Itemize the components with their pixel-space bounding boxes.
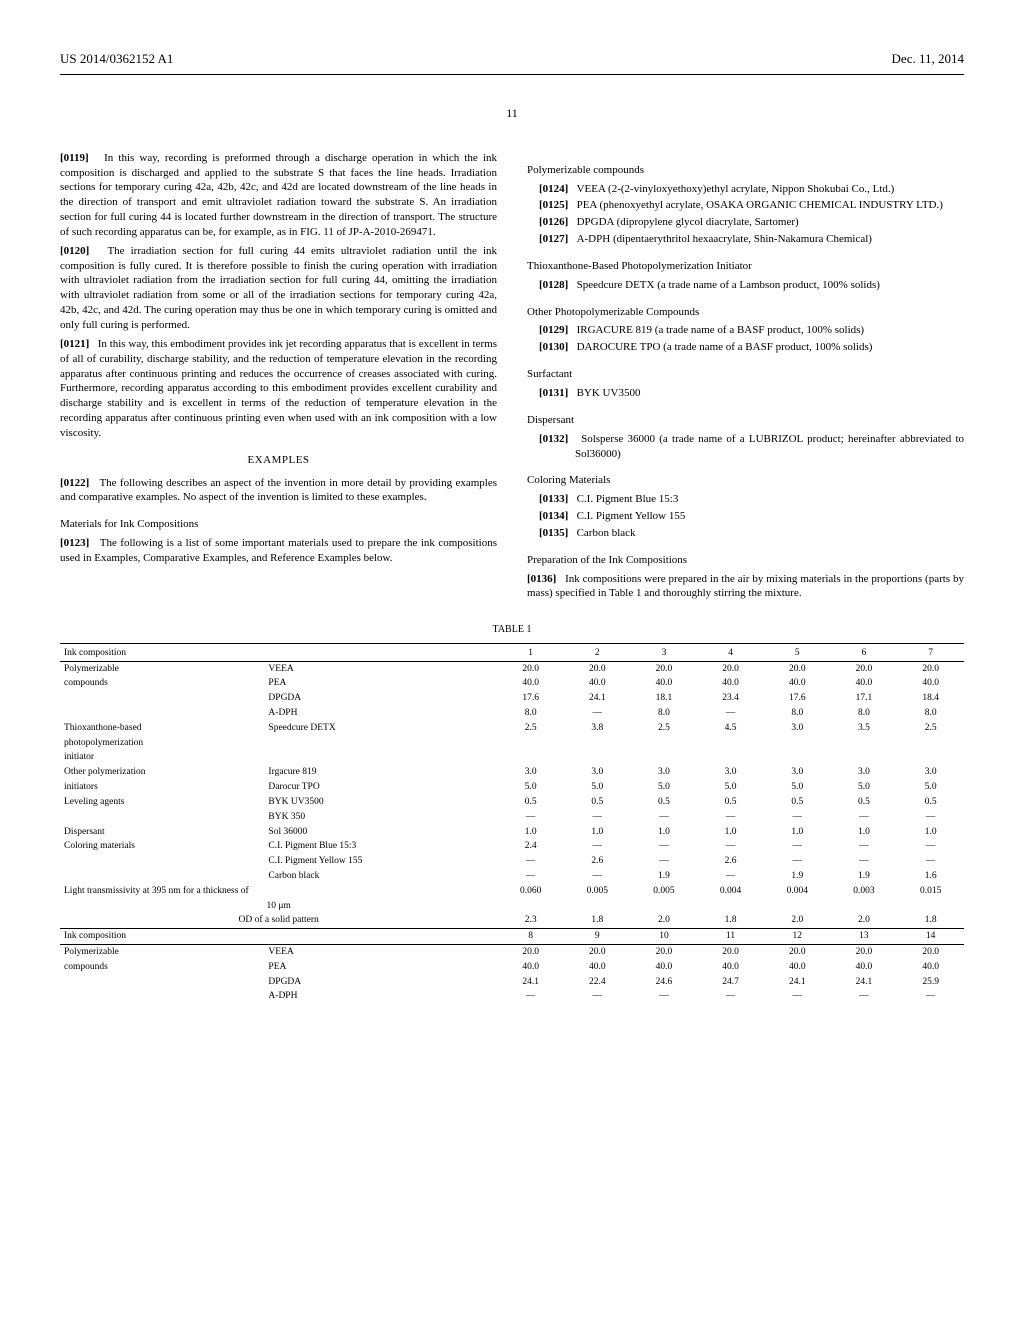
- para-ref: [0121]: [60, 338, 89, 350]
- para-0133: [0133] C.I. Pigment Blue 15:3: [527, 492, 964, 507]
- polymerizable-heading: Polymerizable compounds: [527, 163, 964, 178]
- left-column: [0119] In this way, recording is preform…: [60, 151, 497, 606]
- para-0135: [0135] Carbon black: [527, 526, 964, 541]
- para-ref: [0127]: [539, 233, 568, 245]
- para-text: The irradiation section for full curing …: [60, 245, 497, 331]
- para-0119: [0119] In this way, recording is preform…: [60, 151, 497, 240]
- para-ref: [0132]: [539, 433, 568, 445]
- para-0123: [0123] The following is a list of some i…: [60, 536, 497, 566]
- para-ref: [0135]: [539, 527, 568, 539]
- para-0124: [0124] VEEA (2-(2-vinyloxyethoxy)ethyl a…: [527, 182, 964, 197]
- para-ref: [0134]: [539, 510, 568, 522]
- para-text: Speedcure DETX (a trade name of a Lambso…: [577, 279, 880, 291]
- para-0120: [0120] The irradiation section for full …: [60, 244, 497, 333]
- para-text: Solsperse 36000 (a trade name of a LUBRI…: [575, 433, 964, 460]
- para-ref: [0123]: [60, 537, 89, 549]
- para-0125: [0125] PEA (phenoxyethyl acrylate, OSAKA…: [527, 198, 964, 213]
- data-table: Ink composition1234567PolymerizableVEEA2…: [60, 643, 964, 1005]
- para-text: BYK UV3500: [577, 387, 641, 399]
- para-0130: [0130] DAROCURE TPO (a trade name of a B…: [527, 340, 964, 355]
- surfactant-heading: Surfactant: [527, 367, 964, 382]
- para-text: DAROCURE TPO (a trade name of a BASF pro…: [577, 341, 873, 353]
- para-text: IRGACURE 819 (a trade name of a BASF pro…: [577, 324, 865, 336]
- coloring-heading: Coloring Materials: [527, 473, 964, 488]
- para-0126: [0126] DPGDA (dipropylene glycol diacryl…: [527, 215, 964, 230]
- materials-heading: Materials for Ink Compositions: [60, 517, 497, 532]
- para-0121: [0121] In this way, this embodiment prov…: [60, 337, 497, 441]
- para-ref: [0136]: [527, 573, 556, 585]
- para-text: The following is a list of some importan…: [60, 537, 497, 564]
- page-number: 11: [60, 105, 964, 121]
- para-ref: [0122]: [60, 477, 89, 489]
- doc-date: Dec. 11, 2014: [892, 50, 964, 68]
- preparation-heading: Preparation of the Ink Compositions: [527, 553, 964, 568]
- para-text: In this way, recording is preformed thro…: [60, 152, 497, 238]
- thioxanthone-heading: Thioxanthone-Based Photopolymerization I…: [527, 259, 964, 274]
- para-text: In this way, this embodiment provides in…: [60, 338, 497, 439]
- para-0134: [0134] C.I. Pigment Yellow 155: [527, 509, 964, 524]
- dispersant-heading: Dispersant: [527, 413, 964, 428]
- doc-number: US 2014/0362152 A1: [60, 50, 173, 68]
- para-0131: [0131] BYK UV3500: [527, 386, 964, 401]
- right-column: Polymerizable compounds [0124] VEEA (2-(…: [527, 151, 964, 606]
- para-text: DPGDA (dipropylene glycol diacrylate, Sa…: [577, 216, 799, 228]
- para-0128: [0128] Speedcure DETX (a trade name of a…: [527, 278, 964, 293]
- para-ref: [0128]: [539, 279, 568, 291]
- para-ref: [0129]: [539, 324, 568, 336]
- para-text: Carbon black: [577, 527, 636, 539]
- para-ref: [0133]: [539, 493, 568, 505]
- para-ref: [0126]: [539, 216, 568, 228]
- para-text: C.I. Pigment Yellow 155: [577, 510, 686, 522]
- para-ref: [0120]: [60, 245, 89, 257]
- para-0132: [0132] Solsperse 36000 (a trade name of …: [527, 432, 964, 462]
- para-text: The following describes an aspect of the…: [60, 477, 497, 504]
- para-0136: [0136] Ink compositions were prepared in…: [527, 572, 964, 602]
- para-0127: [0127] A-DPH (dipentaerythritol hexaacry…: [527, 232, 964, 247]
- other-photo-heading: Other Photopolymerizable Compounds: [527, 305, 964, 320]
- header-rule: [60, 74, 964, 75]
- para-text: PEA (phenoxyethyl acrylate, OSAKA ORGANI…: [577, 199, 943, 211]
- page-header: US 2014/0362152 A1 Dec. 11, 2014: [60, 50, 964, 68]
- table-caption: TABLE 1: [60, 623, 964, 637]
- para-ref: [0130]: [539, 341, 568, 353]
- para-ref: [0119]: [60, 152, 89, 164]
- two-column-body: [0119] In this way, recording is preform…: [60, 151, 964, 606]
- para-text: Ink compositions were prepared in the ai…: [527, 573, 964, 600]
- para-text: A-DPH (dipentaerythritol hexaacrylate, S…: [577, 233, 872, 245]
- para-0122: [0122] The following describes an aspect…: [60, 476, 497, 506]
- para-text: C.I. Pigment Blue 15:3: [577, 493, 679, 505]
- examples-heading: EXAMPLES: [60, 453, 497, 468]
- para-0129: [0129] IRGACURE 819 (a trade name of a B…: [527, 323, 964, 338]
- para-ref: [0131]: [539, 387, 568, 399]
- para-ref: [0124]: [539, 183, 568, 195]
- para-ref: [0125]: [539, 199, 568, 211]
- table-1: TABLE 1 Ink composition1234567Polymeriza…: [60, 623, 964, 1004]
- para-text: VEEA (2-(2-vinyloxyethoxy)ethyl acrylate…: [577, 183, 895, 195]
